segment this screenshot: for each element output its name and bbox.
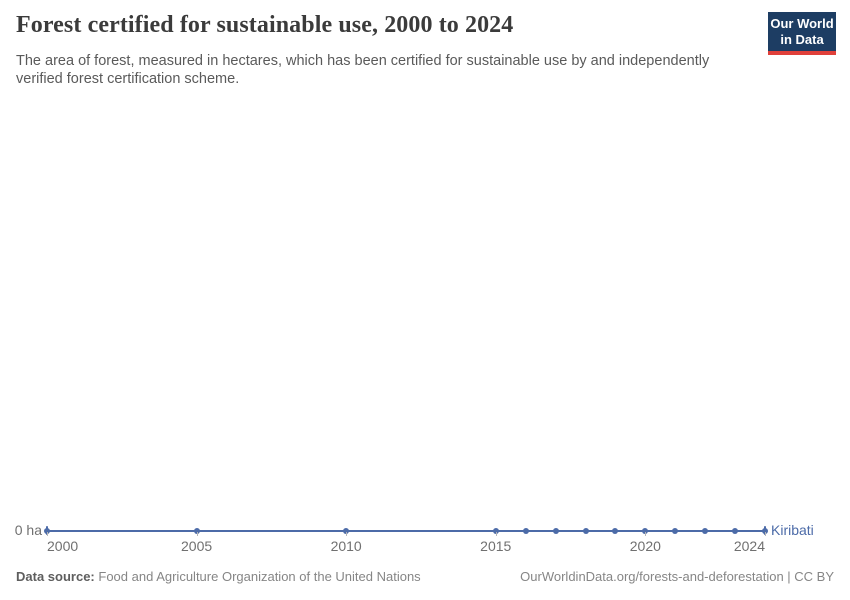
x-tick-label: 2024 [733, 538, 765, 554]
data-source-text: Food and Agriculture Organization of the… [98, 569, 421, 584]
data-point[interactable] [343, 528, 350, 534]
x-axis-tick-mark [47, 532, 48, 536]
data-point[interactable] [522, 528, 529, 534]
data-point[interactable] [582, 528, 589, 534]
owid-logo-line1: Our World [770, 15, 834, 31]
x-axis-tick-mark [346, 532, 348, 536]
x-axis-tick-mark [495, 532, 497, 536]
data-source-note: Data source: Food and Agriculture Organi… [16, 569, 421, 584]
x-tick-label: 2005 [181, 538, 213, 554]
owid-url-license-link[interactable]: OurWorldinData.org/forests-and-deforesta… [520, 569, 834, 584]
series-label-kiribati[interactable]: Kiribati [771, 522, 814, 538]
chart-title: Forest certified for sustainable use, 20… [16, 12, 514, 38]
x-tick-label: 2020 [629, 538, 661, 554]
data-point[interactable] [44, 528, 50, 534]
data-point[interactable] [732, 528, 739, 534]
owid-logo[interactable]: Our World in Data [768, 12, 836, 55]
data-point[interactable] [612, 528, 619, 534]
y-axis-zero-label: 0 ha [14, 522, 42, 538]
data-point[interactable] [702, 528, 709, 534]
data-source-label: Data source: [16, 569, 95, 584]
x-tick-label: 2010 [330, 538, 362, 554]
x-axis-tick-mark [765, 532, 766, 536]
owid-logo-line2: in Data [780, 31, 824, 47]
data-point[interactable] [672, 528, 679, 534]
x-tick-label: 2015 [480, 538, 512, 554]
data-point[interactable] [762, 528, 768, 534]
data-point[interactable] [552, 528, 559, 534]
series-line [47, 530, 765, 532]
x-axis-tick-mark [645, 532, 647, 536]
x-axis-tick-mark [196, 532, 198, 536]
data-point[interactable] [492, 528, 499, 534]
chart-subtitle: The area of forest, measured in hectares… [16, 53, 710, 87]
x-tick-label: 2000 [47, 538, 79, 554]
data-point[interactable] [642, 528, 649, 534]
data-point[interactable] [193, 528, 200, 534]
chart-footer: Data source: Food and Agriculture Organi… [16, 569, 834, 584]
